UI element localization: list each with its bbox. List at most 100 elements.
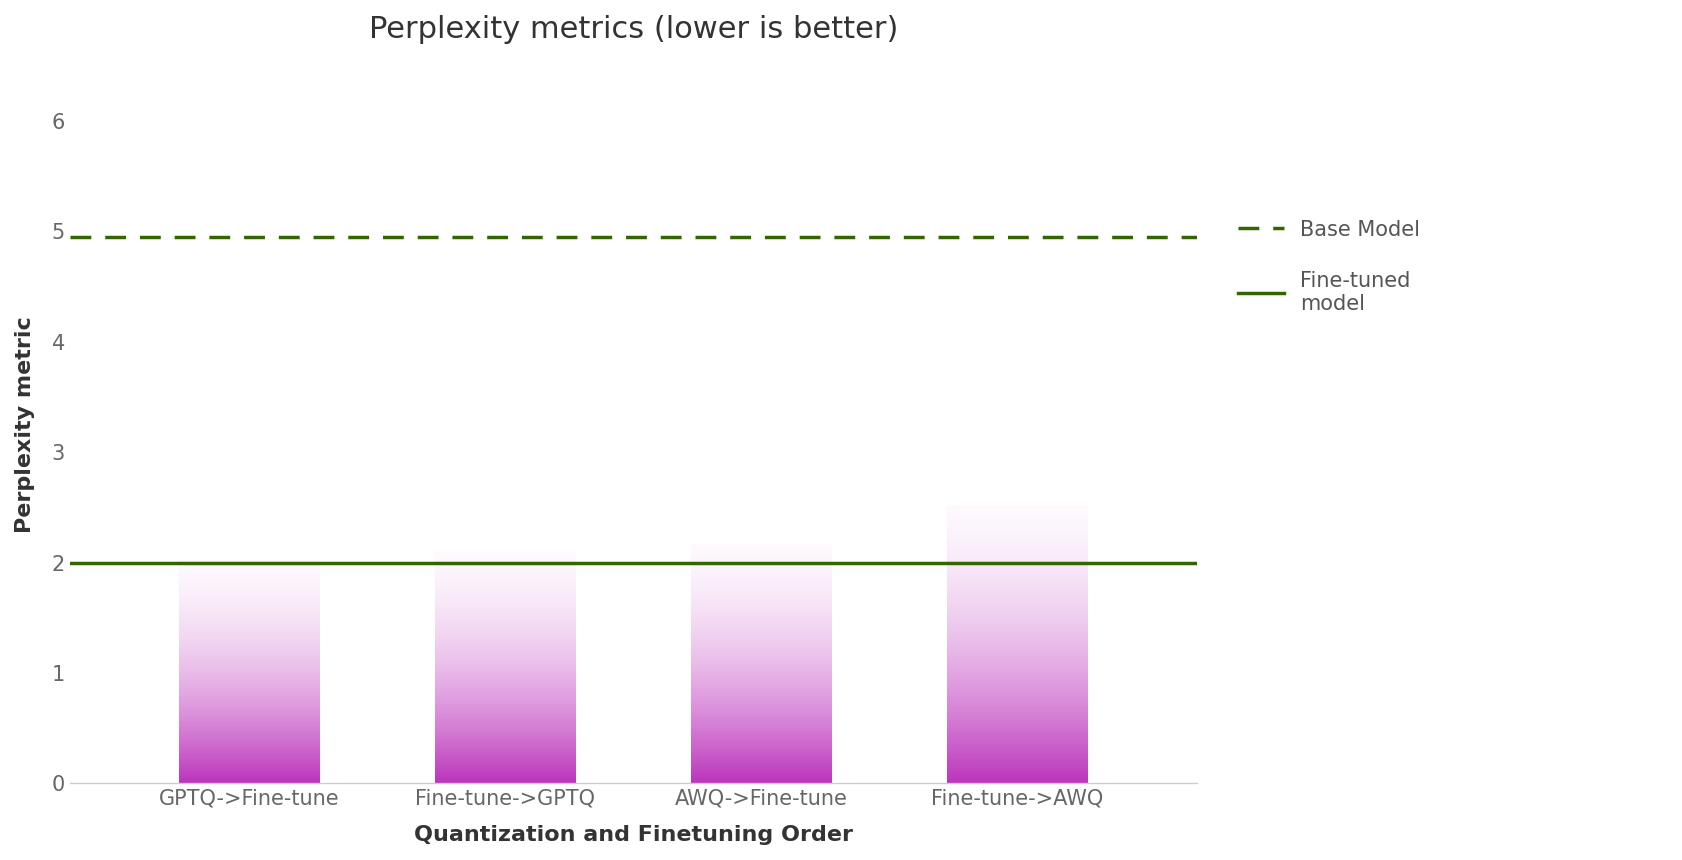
Bar xyxy=(947,778,1087,779)
Bar xyxy=(947,727,1087,728)
Bar xyxy=(947,645,1087,646)
Bar xyxy=(947,561,1087,562)
Bar xyxy=(947,715,1087,716)
Bar xyxy=(947,750,1087,751)
Bar xyxy=(947,685,1087,686)
Bar xyxy=(947,631,1087,632)
Bar xyxy=(947,699,1087,700)
Bar xyxy=(947,666,1087,667)
Bar xyxy=(947,643,1087,644)
Bar xyxy=(947,770,1087,771)
Bar xyxy=(947,550,1087,551)
Bar xyxy=(947,664,1087,665)
Bar xyxy=(947,619,1087,620)
Bar xyxy=(947,680,1087,681)
Bar xyxy=(947,713,1087,714)
Bar xyxy=(947,582,1087,583)
Bar xyxy=(947,720,1087,721)
Bar xyxy=(947,595,1087,596)
Bar xyxy=(947,663,1087,664)
Bar xyxy=(947,782,1087,783)
Bar xyxy=(947,555,1087,556)
Bar xyxy=(947,611,1087,613)
Bar xyxy=(947,534,1087,535)
Bar xyxy=(947,590,1087,591)
Bar xyxy=(947,667,1087,668)
Bar xyxy=(947,538,1087,539)
Bar xyxy=(947,745,1087,746)
Bar xyxy=(947,557,1087,558)
Bar xyxy=(947,597,1087,598)
Bar xyxy=(947,731,1087,732)
Bar xyxy=(947,519,1087,520)
Bar xyxy=(947,618,1087,619)
Bar xyxy=(947,697,1087,698)
Bar xyxy=(947,641,1087,642)
Bar xyxy=(947,622,1087,623)
Bar xyxy=(947,523,1087,524)
Bar xyxy=(947,704,1087,705)
Bar xyxy=(947,556,1087,557)
Bar xyxy=(947,684,1087,685)
Bar xyxy=(947,709,1087,710)
Bar xyxy=(947,668,1087,669)
Bar xyxy=(947,604,1087,605)
Bar xyxy=(947,773,1087,774)
Bar xyxy=(947,723,1087,724)
Bar xyxy=(947,766,1087,767)
Bar xyxy=(947,764,1087,765)
Bar xyxy=(947,620,1087,621)
Bar xyxy=(947,705,1087,707)
Bar xyxy=(947,673,1087,674)
Bar xyxy=(947,771,1087,772)
Bar xyxy=(947,533,1087,534)
Bar xyxy=(947,577,1087,578)
Bar xyxy=(947,729,1087,731)
Bar xyxy=(947,721,1087,722)
Bar xyxy=(947,719,1087,720)
Bar xyxy=(947,592,1087,593)
Bar xyxy=(947,521,1087,522)
Bar xyxy=(947,698,1087,699)
Bar xyxy=(947,640,1087,641)
Bar xyxy=(947,702,1087,703)
Bar xyxy=(947,522,1087,523)
Bar xyxy=(947,661,1087,662)
Bar xyxy=(947,613,1087,614)
Bar xyxy=(947,741,1087,743)
Bar xyxy=(947,623,1087,624)
Bar xyxy=(947,728,1087,729)
Bar xyxy=(947,516,1087,517)
Bar xyxy=(947,765,1087,766)
Bar xyxy=(947,581,1087,582)
Bar xyxy=(947,658,1087,659)
Bar xyxy=(947,677,1087,678)
Bar xyxy=(947,609,1087,610)
Bar xyxy=(947,659,1087,660)
Bar xyxy=(947,692,1087,693)
Bar xyxy=(947,779,1087,780)
Bar xyxy=(947,528,1087,530)
Bar xyxy=(947,589,1087,590)
Bar xyxy=(947,647,1087,648)
Legend: Base Model, Fine-tuned
model: Base Model, Fine-tuned model xyxy=(1230,212,1428,322)
Bar xyxy=(947,593,1087,594)
Bar xyxy=(947,605,1087,606)
Bar xyxy=(947,662,1087,663)
Bar xyxy=(947,737,1087,738)
Bar xyxy=(947,637,1087,638)
Y-axis label: Perplexity metric: Perplexity metric xyxy=(15,316,35,533)
Bar xyxy=(947,574,1087,575)
Bar xyxy=(947,644,1087,645)
Bar xyxy=(947,754,1087,755)
Bar xyxy=(947,775,1087,776)
Bar xyxy=(947,657,1087,658)
Bar xyxy=(947,701,1087,702)
Bar xyxy=(947,540,1087,542)
Bar xyxy=(947,554,1087,555)
Bar xyxy=(947,675,1087,676)
Bar xyxy=(947,508,1087,509)
Bar xyxy=(947,696,1087,697)
Bar xyxy=(947,733,1087,734)
Bar xyxy=(947,747,1087,748)
